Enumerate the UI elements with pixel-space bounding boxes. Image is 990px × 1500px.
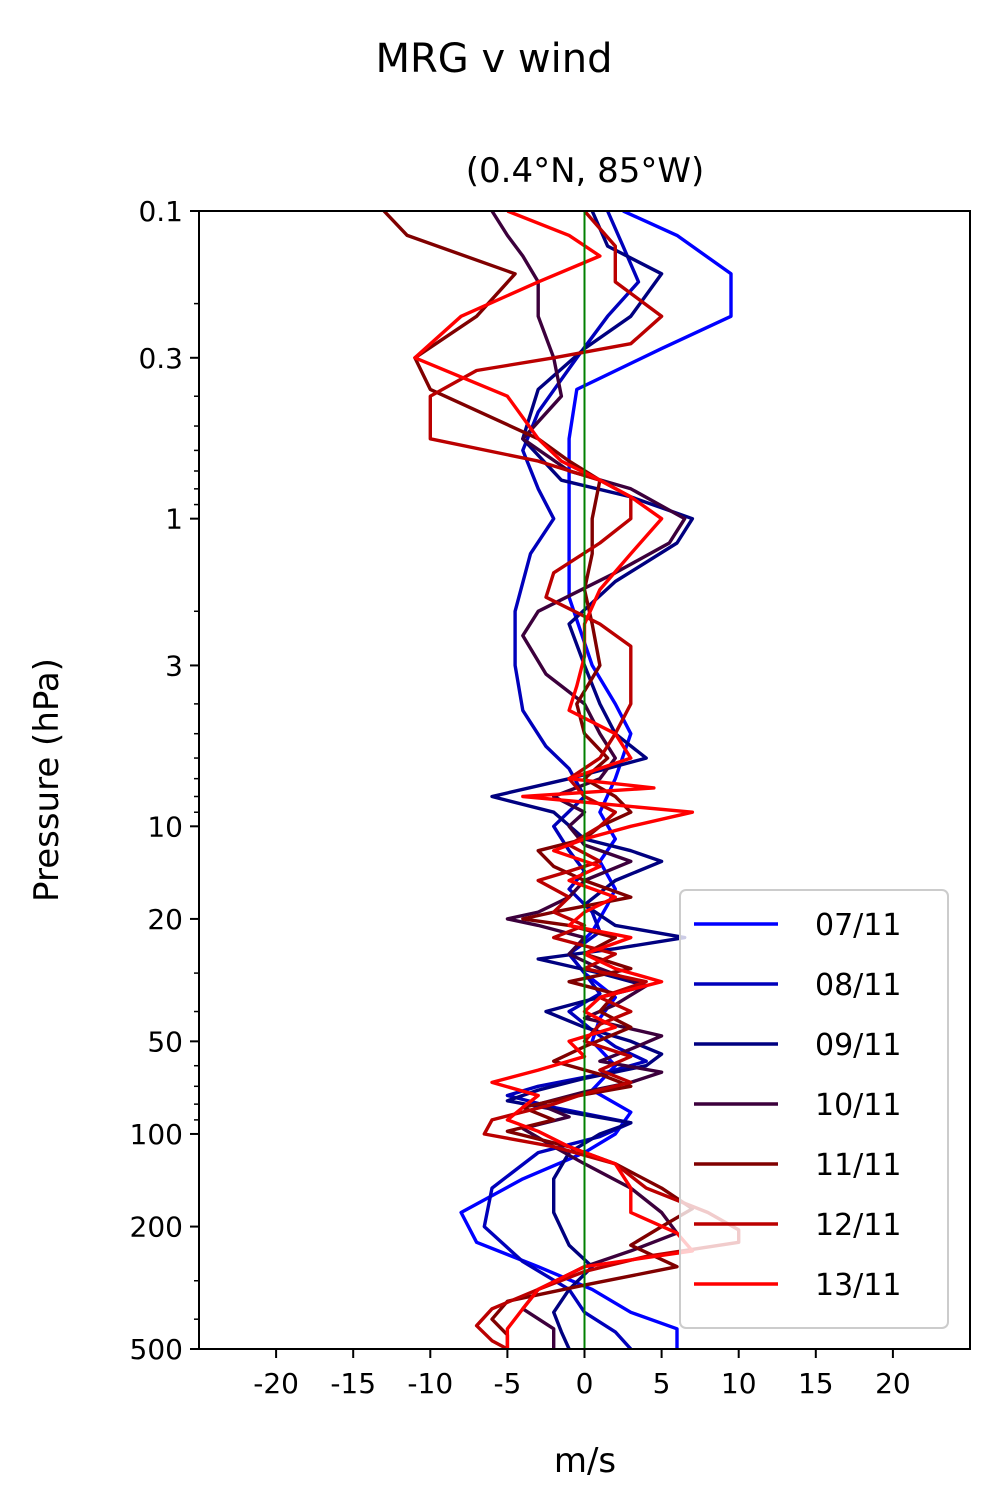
series-layer xyxy=(382,211,741,1349)
legend-label: 08/11 xyxy=(815,968,901,1003)
legend-label: 09/11 xyxy=(815,1028,901,1063)
legend-box xyxy=(679,889,949,1329)
y-tick-label: 500 xyxy=(130,1333,183,1366)
x-axis: -20 -15 -10 -5 0 5 10 15 20 xyxy=(253,1349,911,1400)
y-tick-label: 20 xyxy=(147,903,183,936)
y-tick-label: 200 xyxy=(130,1211,183,1244)
legend-label: 11/11 xyxy=(815,1148,901,1183)
x-tick-label: 0 xyxy=(576,1367,594,1400)
legend-label: 13/11 xyxy=(815,1268,901,1303)
x-tick-label: 5 xyxy=(653,1367,671,1400)
x-tick-label: 10 xyxy=(721,1367,757,1400)
x-tick-label: -15 xyxy=(330,1367,376,1400)
series-line-7 xyxy=(413,211,695,1349)
legend-label: 10/11 xyxy=(815,1088,901,1123)
chart-title: (0.4°N, 85°W) xyxy=(466,151,705,191)
y-axis-label: Pressure (hPa) xyxy=(27,658,67,902)
legend: 07/11 08/11 09/11 10/11 11/11 12/11 13/11 xyxy=(679,889,949,1329)
legend-label: 07/11 xyxy=(815,908,901,943)
y-tick-label: 50 xyxy=(147,1025,183,1058)
series-line-4 xyxy=(490,211,687,1349)
y-tick-label: 3 xyxy=(165,649,183,682)
x-tick-label: 15 xyxy=(798,1367,834,1400)
y-tick-label: 0.3 xyxy=(138,342,183,375)
x-tick-label: -20 xyxy=(253,1367,299,1400)
x-tick-label: -10 xyxy=(407,1367,453,1400)
y-axis: 0.1 0.3 1 3 10 20 50 100 200 500 xyxy=(130,195,199,1366)
legend-label: 12/11 xyxy=(815,1208,901,1243)
series-line-5 xyxy=(382,211,695,1349)
y-tick-label: 100 xyxy=(130,1118,183,1151)
y-tick-label: 1 xyxy=(165,503,183,536)
chart-suptitle: MRG v wind xyxy=(376,36,613,82)
x-tick-label: -5 xyxy=(493,1367,521,1400)
x-axis-label: m/s xyxy=(554,1441,616,1481)
y-tick-label: 0.1 xyxy=(138,195,183,228)
x-tick-label: 20 xyxy=(875,1367,911,1400)
y-tick-label: 10 xyxy=(147,810,183,843)
